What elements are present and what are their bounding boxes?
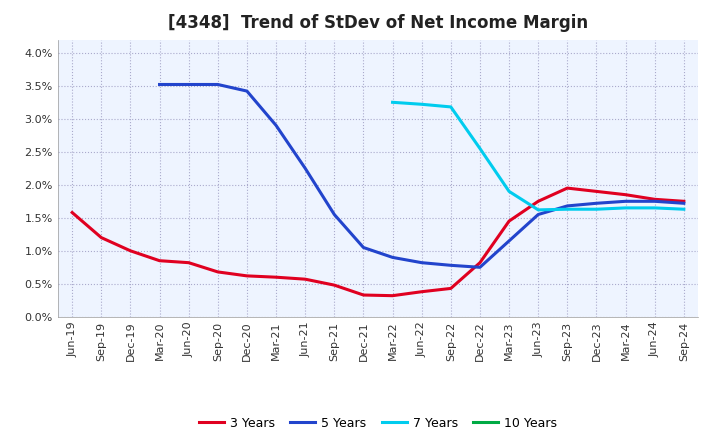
7 Years bbox=[534, 207, 543, 213]
3 Years bbox=[330, 282, 338, 288]
5 Years bbox=[243, 88, 251, 94]
5 Years bbox=[388, 255, 397, 260]
7 Years bbox=[650, 205, 659, 210]
7 Years bbox=[388, 99, 397, 105]
5 Years bbox=[418, 260, 426, 265]
3 Years bbox=[446, 286, 455, 291]
3 Years bbox=[68, 210, 76, 215]
Title: [4348]  Trend of StDev of Net Income Margin: [4348] Trend of StDev of Net Income Marg… bbox=[168, 15, 588, 33]
3 Years bbox=[418, 289, 426, 294]
5 Years bbox=[301, 165, 310, 171]
7 Years bbox=[418, 102, 426, 107]
Line: 7 Years: 7 Years bbox=[392, 102, 684, 210]
3 Years bbox=[621, 192, 630, 197]
7 Years bbox=[621, 205, 630, 210]
3 Years bbox=[301, 276, 310, 282]
5 Years bbox=[184, 82, 193, 87]
5 Years bbox=[680, 201, 688, 206]
7 Years bbox=[476, 146, 485, 151]
5 Years bbox=[156, 82, 164, 87]
3 Years bbox=[184, 260, 193, 265]
5 Years bbox=[476, 264, 485, 270]
3 Years bbox=[563, 186, 572, 191]
5 Years bbox=[271, 123, 280, 128]
3 Years bbox=[97, 235, 106, 240]
3 Years bbox=[476, 260, 485, 265]
5 Years bbox=[621, 198, 630, 204]
3 Years bbox=[126, 248, 135, 253]
7 Years bbox=[563, 206, 572, 212]
5 Years bbox=[505, 238, 513, 244]
7 Years bbox=[505, 189, 513, 194]
3 Years bbox=[271, 275, 280, 280]
Legend: 3 Years, 5 Years, 7 Years, 10 Years: 3 Years, 5 Years, 7 Years, 10 Years bbox=[194, 412, 562, 435]
7 Years bbox=[446, 104, 455, 110]
3 Years bbox=[650, 197, 659, 202]
7 Years bbox=[680, 206, 688, 212]
3 Years bbox=[213, 269, 222, 275]
5 Years bbox=[534, 212, 543, 217]
3 Years bbox=[156, 258, 164, 263]
3 Years bbox=[505, 218, 513, 224]
3 Years bbox=[592, 189, 600, 194]
5 Years bbox=[592, 201, 600, 206]
Line: 5 Years: 5 Years bbox=[160, 84, 684, 267]
3 Years bbox=[534, 198, 543, 204]
3 Years bbox=[359, 292, 368, 297]
5 Years bbox=[213, 82, 222, 87]
5 Years bbox=[563, 203, 572, 209]
5 Years bbox=[359, 245, 368, 250]
3 Years bbox=[243, 273, 251, 279]
3 Years bbox=[680, 198, 688, 204]
3 Years bbox=[388, 293, 397, 298]
5 Years bbox=[330, 212, 338, 217]
Line: 3 Years: 3 Years bbox=[72, 188, 684, 296]
5 Years bbox=[650, 198, 659, 204]
5 Years bbox=[446, 263, 455, 268]
7 Years bbox=[592, 206, 600, 212]
